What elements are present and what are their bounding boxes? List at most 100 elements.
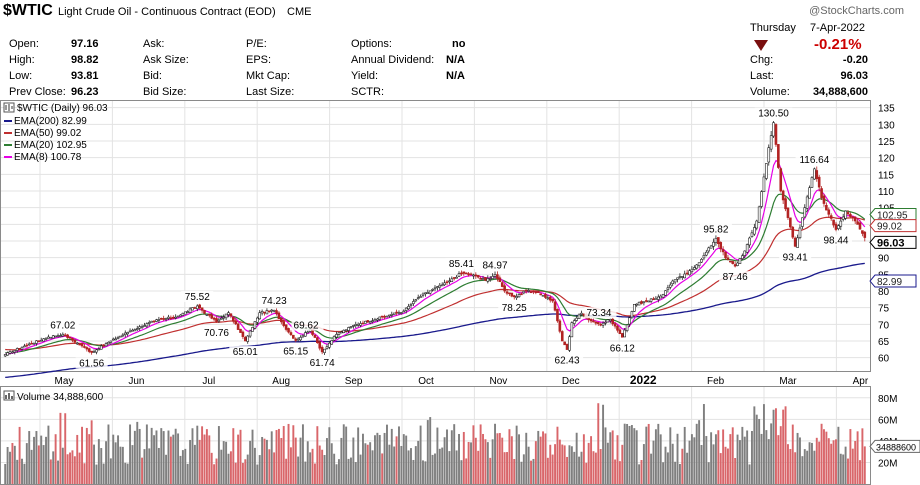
ema-line bbox=[5, 262, 865, 379]
candle bbox=[35, 340, 38, 346]
yield-label: Yield: bbox=[351, 70, 379, 82]
volume-bars bbox=[4, 403, 866, 484]
volume-bar bbox=[337, 459, 340, 484]
candle bbox=[457, 271, 461, 278]
volume-bar bbox=[301, 424, 304, 484]
y-tick-label: 70 bbox=[878, 320, 890, 331]
candle bbox=[644, 297, 648, 303]
volume-bar bbox=[407, 450, 410, 484]
last-label: Last: bbox=[750, 70, 774, 82]
candle bbox=[232, 316, 235, 324]
volume-bar bbox=[165, 454, 168, 484]
candle bbox=[121, 333, 125, 338]
candle bbox=[750, 229, 754, 238]
candle bbox=[131, 328, 134, 332]
candle bbox=[330, 339, 334, 345]
candle bbox=[419, 294, 422, 298]
volume-bar bbox=[842, 454, 845, 484]
volume-bar bbox=[760, 433, 763, 484]
candle bbox=[210, 312, 213, 320]
volume-bar bbox=[606, 442, 609, 484]
volume-bar bbox=[201, 426, 204, 484]
candle bbox=[620, 332, 624, 338]
x-tick-label: Aug bbox=[272, 376, 290, 387]
volume-bar bbox=[717, 430, 720, 484]
volume-bar bbox=[642, 444, 645, 484]
volume-bar bbox=[11, 442, 14, 484]
candle bbox=[27, 342, 31, 346]
volume-bar bbox=[650, 453, 653, 484]
candle bbox=[292, 334, 295, 339]
candle bbox=[520, 292, 523, 296]
volume-bar bbox=[59, 412, 62, 484]
candle bbox=[85, 346, 89, 352]
candle bbox=[464, 272, 468, 275]
candle bbox=[416, 294, 420, 300]
x-tick-label: 2022 bbox=[630, 373, 657, 387]
volume-bar bbox=[669, 427, 672, 484]
candle bbox=[342, 329, 346, 334]
candle bbox=[623, 327, 626, 338]
candle bbox=[75, 341, 79, 345]
candle bbox=[702, 252, 706, 261]
candle bbox=[498, 275, 502, 283]
volume-bar bbox=[623, 423, 626, 484]
candle bbox=[138, 324, 141, 331]
volume-bar bbox=[69, 452, 71, 484]
watermark: @StockCharts.com bbox=[809, 5, 904, 17]
candle bbox=[207, 313, 211, 318]
candle bbox=[745, 243, 749, 254]
volume-bar bbox=[64, 413, 67, 484]
volume-bar bbox=[590, 436, 593, 484]
candle bbox=[289, 330, 293, 337]
price-box: 102.95 bbox=[869, 208, 917, 222]
volume-bar bbox=[799, 437, 801, 484]
candle bbox=[784, 196, 787, 212]
candle bbox=[51, 334, 55, 339]
price-annotation: 116.64 bbox=[799, 155, 829, 166]
volume-bar bbox=[33, 436, 35, 484]
legend-ema20: EMA(20) 102.95 bbox=[14, 140, 87, 151]
volume-bar bbox=[542, 431, 545, 484]
x-tick-label: May bbox=[55, 376, 74, 387]
candle bbox=[793, 236, 797, 248]
x-tick-label: Jun bbox=[128, 376, 144, 387]
candle bbox=[693, 265, 696, 271]
candle bbox=[71, 337, 74, 343]
candle bbox=[635, 303, 638, 307]
volume-bar bbox=[659, 434, 662, 484]
volume-bar bbox=[292, 425, 295, 484]
candle bbox=[709, 244, 713, 249]
candle bbox=[361, 320, 365, 325]
volume-bar bbox=[136, 421, 139, 484]
volume-bar bbox=[474, 437, 477, 484]
volume-bar bbox=[664, 446, 667, 484]
candle bbox=[176, 315, 180, 318]
volume-bar bbox=[23, 463, 26, 484]
volume-bar bbox=[323, 455, 326, 484]
volume-bar bbox=[263, 438, 266, 484]
annotation-bg bbox=[181, 290, 214, 302]
candle bbox=[481, 275, 485, 281]
low-value: 93.81 bbox=[71, 70, 99, 82]
volume-bar bbox=[472, 425, 475, 484]
volume-bar bbox=[465, 458, 468, 484]
candle bbox=[78, 343, 81, 346]
volume-bar bbox=[844, 446, 847, 484]
volume-bar bbox=[438, 448, 441, 484]
volume-bar bbox=[549, 444, 552, 484]
volume-bar bbox=[275, 430, 278, 484]
candle bbox=[534, 291, 538, 295]
candle bbox=[669, 282, 672, 290]
volume-bar bbox=[213, 464, 216, 484]
volume-bar bbox=[268, 449, 271, 484]
volume-bar bbox=[273, 452, 276, 484]
volume-bar bbox=[333, 453, 336, 484]
volume-bar bbox=[133, 430, 136, 484]
volume-bar bbox=[801, 456, 804, 484]
candle bbox=[340, 330, 343, 334]
volume-bar bbox=[376, 432, 379, 484]
volume-bar bbox=[784, 406, 787, 484]
candle bbox=[536, 290, 540, 293]
volume-bar bbox=[582, 434, 585, 484]
